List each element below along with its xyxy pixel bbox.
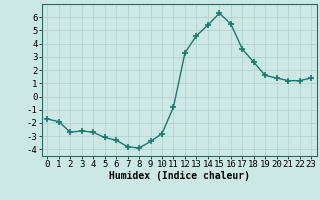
X-axis label: Humidex (Indice chaleur): Humidex (Indice chaleur) [109,171,250,181]
